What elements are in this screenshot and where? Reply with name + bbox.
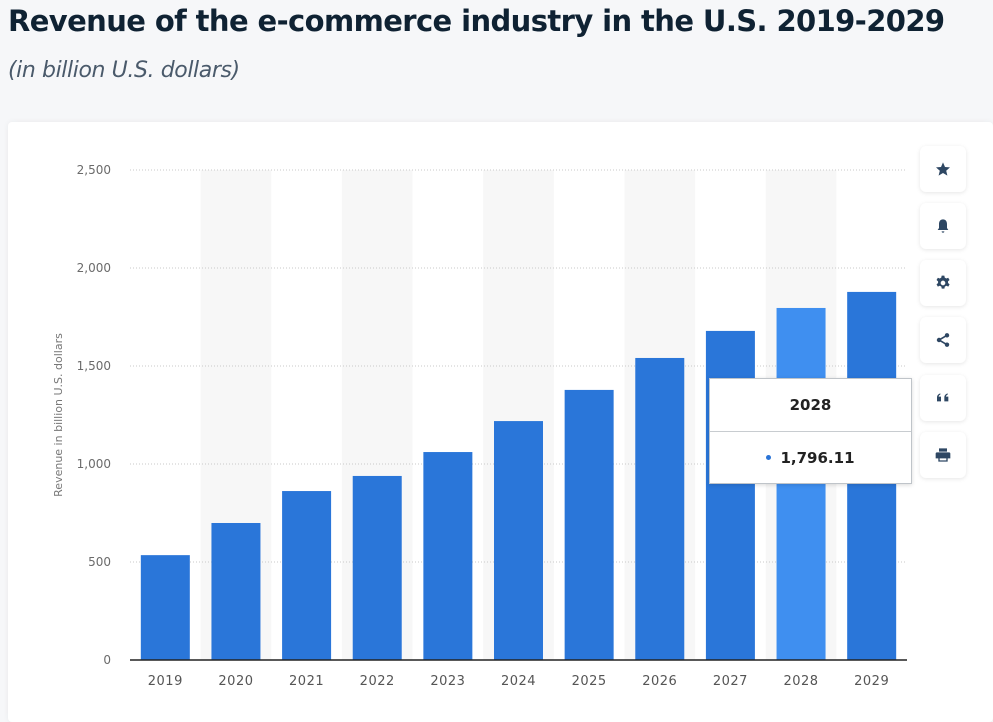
x-tick-label: 2027 (713, 674, 748, 689)
notification-button[interactable] (920, 203, 966, 249)
bell-icon (937, 219, 949, 233)
y-tick-label: 0 (103, 653, 111, 667)
x-tick-label: 2022 (360, 674, 395, 689)
bar[interactable] (564, 389, 614, 660)
x-tick-label: 2029 (854, 674, 889, 689)
tooltip-value-row: 1,796.11 (710, 432, 911, 483)
bar[interactable] (140, 555, 190, 660)
bar[interactable] (352, 475, 402, 660)
chart-tooltip: 2028 1,796.11 (709, 378, 912, 484)
bar[interactable] (423, 452, 473, 660)
bar[interactable] (211, 522, 261, 660)
quote-icon (937, 393, 949, 402)
y-tick-label: 500 (88, 555, 111, 569)
x-tick-label: 2026 (642, 674, 677, 689)
star-icon (936, 162, 950, 176)
settings-button[interactable] (920, 260, 966, 306)
favorite-button[interactable] (920, 146, 966, 192)
y-tick-label: 1,500 (77, 359, 111, 373)
bar[interactable] (494, 421, 543, 660)
x-tick-label: 2021 (289, 674, 324, 689)
y-tick-label: 1,000 (77, 457, 111, 471)
bar[interactable] (635, 357, 685, 660)
y-tick-label: 2,000 (77, 261, 111, 275)
print-icon (935, 448, 951, 462)
x-tick-label: 2019 (148, 674, 183, 689)
bar[interactable] (282, 491, 332, 660)
tooltip-category: 2028 (710, 379, 911, 432)
y-tick-label: 2,500 (77, 163, 111, 177)
share-button[interactable] (920, 317, 966, 363)
y-axis-title: Revenue in billion U.S. dollars (52, 333, 65, 497)
print-button[interactable] (920, 432, 966, 478)
share-icon (936, 333, 950, 347)
gear-icon (936, 275, 950, 289)
chart-title: Revenue of the e-commerce industry in th… (8, 4, 945, 38)
x-tick-label: 2025 (572, 674, 607, 689)
x-tick-label: 2020 (218, 674, 253, 689)
series-marker-icon (766, 455, 772, 460)
chart-subtitle: (in billion U.S. dollars) (8, 58, 240, 83)
x-tick-label: 2024 (501, 674, 536, 689)
cite-button[interactable] (920, 375, 966, 421)
x-tick-label: 2028 (783, 674, 818, 689)
tooltip-value: 1,796.11 (780, 448, 855, 467)
x-tick-label: 2023 (430, 674, 465, 689)
